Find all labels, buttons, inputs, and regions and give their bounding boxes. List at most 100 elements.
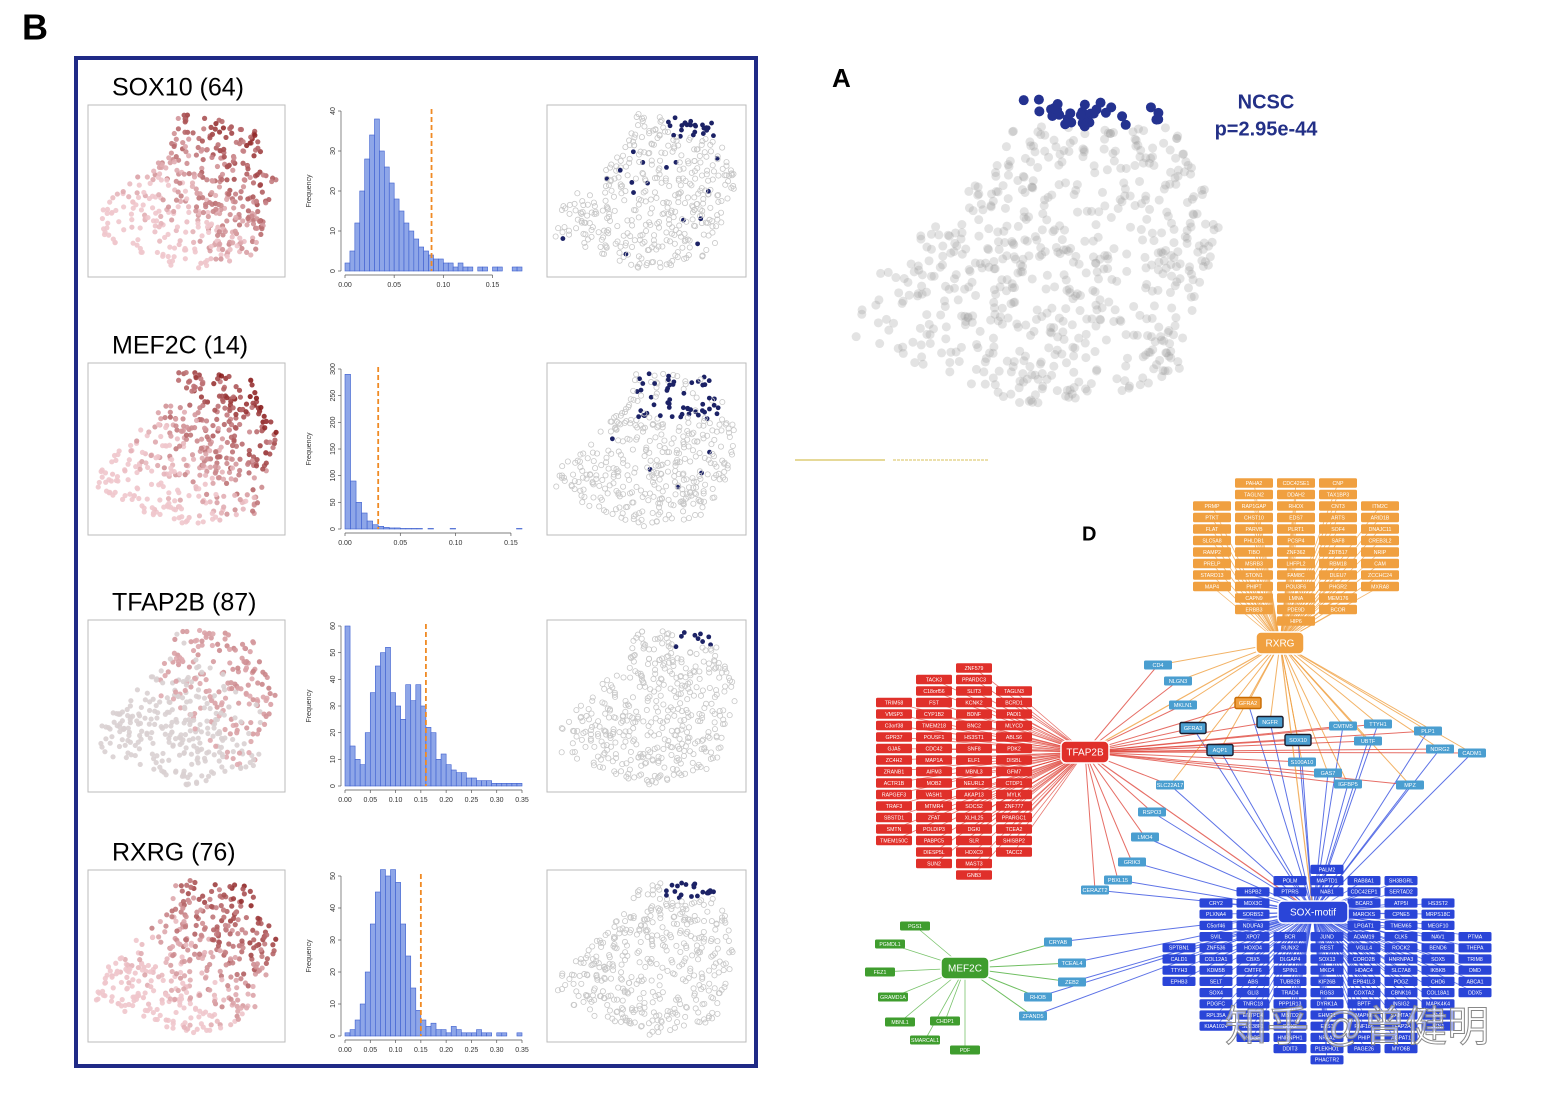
cell-point bbox=[1154, 195, 1164, 205]
cell-point bbox=[208, 243, 214, 250]
cell-point bbox=[162, 929, 168, 935]
cell-point bbox=[209, 154, 215, 160]
cell-point bbox=[654, 134, 661, 141]
cell-point bbox=[177, 405, 183, 411]
cell-point bbox=[135, 237, 141, 243]
cell-point bbox=[618, 768, 625, 775]
cell-point bbox=[208, 888, 215, 895]
cell-point bbox=[222, 922, 229, 928]
cell-point bbox=[586, 716, 593, 723]
cell-point bbox=[672, 208, 679, 215]
selected-cell bbox=[679, 411, 685, 417]
gene-label: CORO2B bbox=[1353, 957, 1375, 963]
cell-point bbox=[137, 720, 144, 726]
cell-point bbox=[592, 465, 599, 472]
gene-label: PHACTR2 bbox=[1315, 1058, 1339, 1064]
cell-point bbox=[173, 678, 179, 684]
gene-label: RAB8A1 bbox=[1354, 878, 1374, 884]
cell-point bbox=[670, 920, 677, 927]
cell-point bbox=[148, 716, 154, 722]
cell-point bbox=[232, 191, 239, 197]
cell-point bbox=[591, 211, 598, 218]
gene-label: TAGLN3 bbox=[1004, 689, 1024, 695]
cell-point bbox=[653, 518, 660, 525]
cell-point bbox=[183, 937, 189, 943]
cell-point bbox=[726, 172, 733, 179]
cell-point bbox=[691, 158, 698, 165]
cell-point bbox=[674, 459, 681, 466]
selected-cell bbox=[679, 127, 684, 133]
cell-point bbox=[135, 174, 141, 180]
cell-point bbox=[653, 469, 660, 476]
gene-label: CDC42SE1 bbox=[1283, 481, 1310, 487]
cell-point bbox=[203, 632, 210, 638]
cell-point bbox=[1169, 238, 1179, 248]
gene-label: MAP1A bbox=[925, 758, 943, 764]
cell-point bbox=[226, 941, 232, 947]
cell-point bbox=[180, 678, 186, 685]
cell-point bbox=[636, 772, 643, 779]
cell-point bbox=[174, 928, 180, 934]
cell-point bbox=[916, 234, 926, 244]
cell-point bbox=[606, 482, 613, 489]
cell-point bbox=[1187, 305, 1197, 315]
cell-point bbox=[638, 516, 645, 523]
cell-point bbox=[184, 882, 190, 888]
cell-point bbox=[688, 182, 695, 189]
cell-point bbox=[705, 729, 712, 736]
cell-point bbox=[558, 749, 565, 756]
cell-point bbox=[689, 216, 696, 223]
cell-point bbox=[676, 735, 683, 742]
cell-point bbox=[588, 962, 595, 969]
cell-point bbox=[155, 421, 162, 428]
cell-point bbox=[690, 203, 697, 210]
cell-point bbox=[207, 1012, 213, 1018]
selected-cell bbox=[692, 129, 698, 135]
cell-point bbox=[212, 721, 218, 727]
cell-point bbox=[1040, 247, 1050, 257]
cell-point bbox=[709, 427, 716, 434]
cell-point bbox=[130, 240, 136, 246]
cell-point bbox=[1036, 357, 1046, 367]
cell-point bbox=[202, 899, 208, 905]
cell-point bbox=[219, 436, 225, 442]
cell-point bbox=[577, 702, 584, 709]
cell-point bbox=[655, 224, 662, 231]
cell-point bbox=[711, 240, 718, 247]
hist-bar bbox=[482, 266, 488, 272]
cell-point bbox=[622, 1014, 629, 1021]
gene-label: GRAMD1A bbox=[880, 995, 906, 1001]
cell-point bbox=[231, 433, 238, 439]
cell-point bbox=[232, 922, 238, 928]
cell-point bbox=[225, 632, 231, 638]
cell-point bbox=[259, 226, 265, 232]
cell-point bbox=[237, 467, 243, 474]
cell-point bbox=[663, 261, 670, 268]
selected-cell bbox=[708, 642, 713, 648]
gene-label: ATP5I bbox=[1394, 901, 1408, 907]
cell-point bbox=[259, 681, 265, 687]
cell-point bbox=[712, 960, 719, 967]
cell-point bbox=[239, 927, 245, 933]
cell-point bbox=[675, 142, 682, 149]
selected-cell bbox=[700, 131, 706, 136]
cell-point bbox=[1115, 195, 1125, 205]
cell-point bbox=[720, 474, 727, 481]
cell-point bbox=[256, 659, 263, 665]
cell-point bbox=[616, 249, 623, 256]
cell-point bbox=[257, 443, 263, 449]
gene-label: DMD bbox=[1469, 968, 1481, 974]
cell-point bbox=[1021, 320, 1031, 330]
cell-point bbox=[243, 764, 249, 770]
selected-cell bbox=[1100, 107, 1111, 118]
hist-bar bbox=[364, 158, 370, 272]
cell-point bbox=[224, 177, 230, 183]
cell-point bbox=[215, 403, 221, 409]
gene-label: SOF4 bbox=[1331, 527, 1345, 533]
cell-point bbox=[1013, 322, 1023, 332]
cell-point bbox=[143, 460, 149, 466]
gene-label: SPTBN1 bbox=[1169, 946, 1189, 952]
cell-point bbox=[199, 165, 205, 171]
cell-point bbox=[156, 974, 162, 980]
cell-point bbox=[183, 149, 189, 155]
